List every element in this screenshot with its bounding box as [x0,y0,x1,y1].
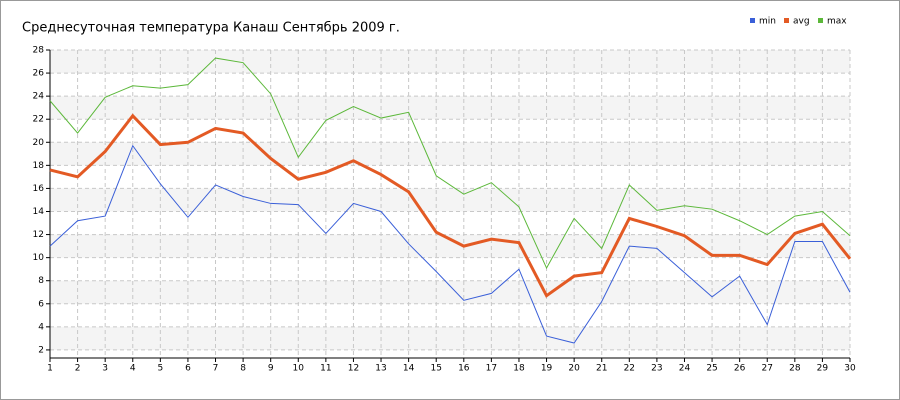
x-tick-label: 10 [293,364,305,374]
y-tick-label: 22 [33,115,44,125]
x-tick-label: 14 [403,364,415,374]
x-tick-label: 12 [348,364,359,374]
grid-band [50,280,850,304]
y-tick-label: 18 [33,161,45,171]
x-tick-label: 22 [624,364,635,374]
legend-label: max [827,17,847,27]
x-tick-label: 30 [844,364,856,374]
y-tick-label: 14 [33,207,45,217]
series-line [49,144,851,344]
x-tick-label: 9 [268,364,274,374]
y-tick-label: 16 [33,184,45,194]
legend-label: min [759,17,776,27]
grid-band [50,234,850,258]
grid-band [50,50,850,74]
x-tick-label: 26 [734,364,746,374]
grid-band [50,188,850,212]
y-tick-label: 12 [33,230,44,240]
series-line [49,57,851,270]
x-tick-label: 6 [185,364,191,374]
grid-band [50,326,850,350]
x-tick-label: 13 [375,364,386,374]
legend-swatch [750,18,755,23]
x-tick-label: 5 [157,364,163,374]
x-tick-label: 29 [817,364,829,374]
x-tick-label: 11 [320,364,331,374]
y-tick-label: 26 [33,69,45,79]
x-tick-label: 23 [651,364,662,374]
y-tick-label: 8 [38,276,44,286]
x-tick-label: 18 [513,364,525,374]
x-tick-label: 15 [430,364,441,374]
grid-band [50,142,850,166]
grid-band [50,96,850,120]
y-tick-label: 10 [33,253,45,263]
legend-swatch [784,18,789,23]
x-tick-label: 24 [679,364,691,374]
x-tick-label: 21 [596,364,607,374]
x-tick-label: 25 [706,364,717,374]
x-tick-label: 1 [47,364,53,374]
legend-label: avg [793,17,810,27]
x-tick-label: 20 [568,364,580,374]
x-tick-label: 3 [102,364,108,374]
y-tick-label: 6 [38,299,44,309]
x-tick-label: 19 [541,364,553,374]
chart-title: Среднесуточная температура Канаш Сентябр… [22,21,400,36]
y-tick-label: 24 [33,92,45,102]
y-tick-label: 20 [33,138,45,148]
x-tick-label: 17 [486,364,497,374]
series-line [49,113,852,298]
x-tick-label: 2 [75,364,81,374]
x-tick-label: 8 [240,364,246,374]
y-tick-label: 28 [33,46,45,56]
legend-swatch [818,18,823,23]
x-tick-label: 28 [789,364,801,374]
x-tick-label: 27 [762,364,773,374]
x-tick-label: 4 [130,364,136,374]
y-tick-label: 4 [38,322,44,332]
y-tick-label: 2 [38,345,44,355]
x-tick-label: 16 [458,364,470,374]
x-tick-label: 7 [213,364,219,374]
